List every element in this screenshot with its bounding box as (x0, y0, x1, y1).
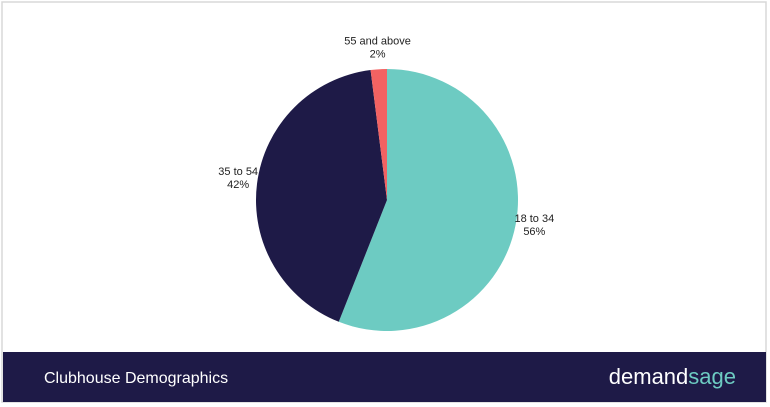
slice-label: 35 to 54 42% (218, 166, 258, 191)
value-label: 56% (523, 226, 545, 238)
chart-title: Clubhouse Demographics (44, 370, 228, 387)
category-label: 35 to 54 (218, 166, 258, 178)
slice-label: 55 and above 2% (344, 35, 411, 60)
category-label: 55 and above (344, 35, 411, 47)
value-label: 42% (227, 179, 249, 191)
footer-bar (3, 352, 766, 402)
brand-part: demand (609, 364, 689, 389)
pie-slice (370, 69, 387, 200)
pie: 18 to 34 56% 35 to 54 42% 55 and above 2% (218, 35, 554, 331)
brand-part: sage (688, 364, 736, 389)
brand-logo: demandsage (609, 364, 736, 389)
category-label: 18 to 34 (514, 213, 554, 225)
value-label: 2% (370, 48, 386, 60)
pie-slice (256, 70, 387, 322)
pie-slice (338, 69, 518, 331)
slice-label: 18 to 34 56% (514, 213, 554, 238)
